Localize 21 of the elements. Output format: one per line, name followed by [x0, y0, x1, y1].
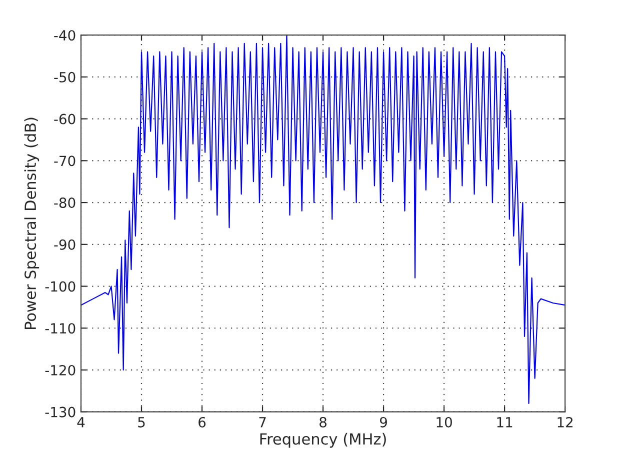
x-tick-label: 6: [198, 416, 206, 428]
y-tick-label: -50: [54, 72, 76, 82]
x-tick-label: 7: [259, 417, 266, 428]
y-tick-label: -40: [54, 30, 76, 41]
y-tick-label: -60: [54, 114, 76, 124]
x-tick-label: 4: [77, 417, 85, 428]
y-tick-label: -100: [45, 281, 76, 292]
x-tick-label: 5: [138, 417, 145, 428]
x-tick-label: 10: [436, 416, 452, 428]
x-axis-title: Frequency (MHz): [260, 432, 386, 448]
y-tick-label: -80: [54, 198, 76, 208]
y-tick-label: -90: [54, 239, 76, 250]
x-tick-label: 9: [380, 416, 387, 428]
y-tick-label: -110: [45, 323, 76, 334]
y-tick-label: -70: [54, 156, 76, 166]
y-tick-label: -130: [45, 406, 76, 418]
y-tick-label: -120: [45, 364, 76, 376]
x-tick-label: 8: [320, 416, 326, 428]
x-tick-label: 12: [558, 416, 573, 428]
y-axis-title: Power Spectral Density (dB): [24, 118, 40, 329]
x-tick-label: 11: [497, 417, 512, 428]
